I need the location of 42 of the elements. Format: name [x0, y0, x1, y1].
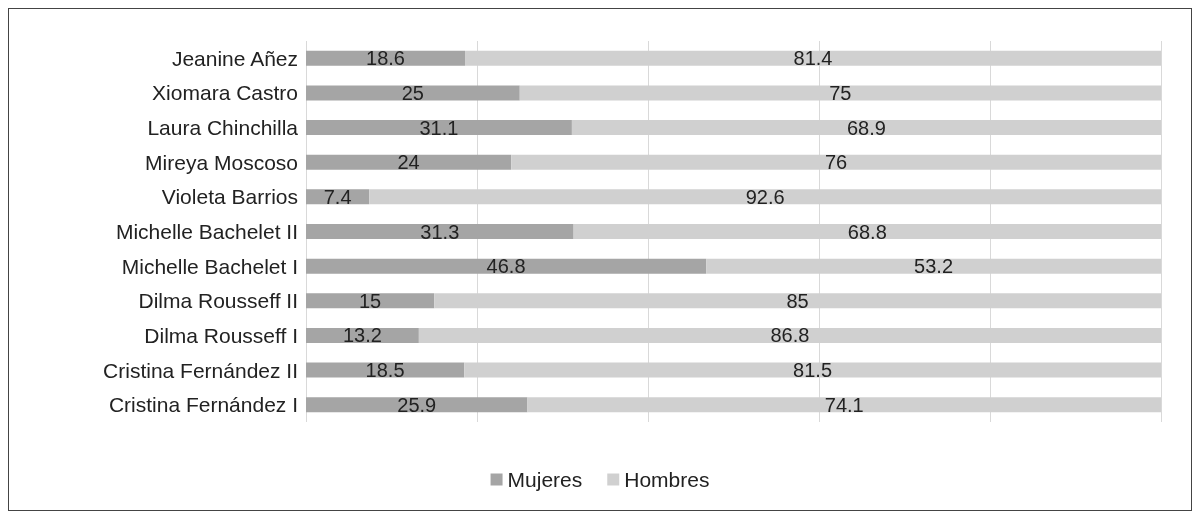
data-label: 15: [359, 289, 382, 312]
bar: [306, 397, 528, 413]
data-label: 53.2: [914, 255, 954, 278]
bar: [306, 224, 574, 239]
data-label: 24: [397, 151, 420, 174]
y-tick-label: Michelle Bachelet II: [115, 220, 298, 243]
bar: [306, 258, 707, 274]
y-tick-label: Cristina Fernández I: [108, 393, 298, 417]
legend-label: Mujeres: [507, 468, 583, 491]
data-label: 31.3: [420, 220, 460, 243]
data-label: 76: [824, 151, 848, 174]
data-label: 68.8: [847, 220, 887, 243]
y-tick-label: Cristina Fernández II: [103, 358, 298, 382]
y-tick-label: Dilma Rousseff I: [144, 323, 298, 347]
data-label: 46.8: [486, 255, 526, 278]
data-label: 81.4: [793, 47, 833, 70]
bar: [306, 85, 520, 101]
data-label: 68.9: [846, 116, 886, 139]
y-tick-label: Michelle Bachelet I: [121, 254, 298, 278]
y-tick-label: Laura Chinchilla: [147, 116, 299, 140]
data-label: 25.9: [397, 393, 437, 416]
data-label: 18.5: [365, 359, 405, 382]
y-tick-label: Jeanine Añez: [171, 46, 298, 70]
data-label: 7.4: [323, 185, 352, 208]
y-tick-label: Xiomara Castro: [152, 81, 298, 105]
data-label: 81.5: [793, 359, 833, 382]
legend-label: Hombres: [624, 468, 710, 491]
bar: [306, 120, 572, 136]
data-label: 92.6: [745, 185, 785, 208]
data-label: 13.2: [342, 324, 382, 347]
data-label: 86.8: [770, 324, 810, 347]
data-label: 85: [786, 289, 809, 312]
bar: [306, 293, 435, 309]
y-tick-label: Mireya Moscoso: [145, 150, 298, 174]
bar: [306, 154, 512, 170]
data-label: 25: [401, 81, 424, 104]
data-label: 18.6: [366, 47, 405, 70]
data-label: 74.1: [824, 393, 864, 416]
y-tick-label: Violeta Barrios: [161, 185, 298, 209]
data-label: 31.1: [419, 116, 459, 139]
data-label: 75: [829, 81, 852, 104]
y-tick-label: Dilma Rousseff II: [138, 289, 298, 313]
